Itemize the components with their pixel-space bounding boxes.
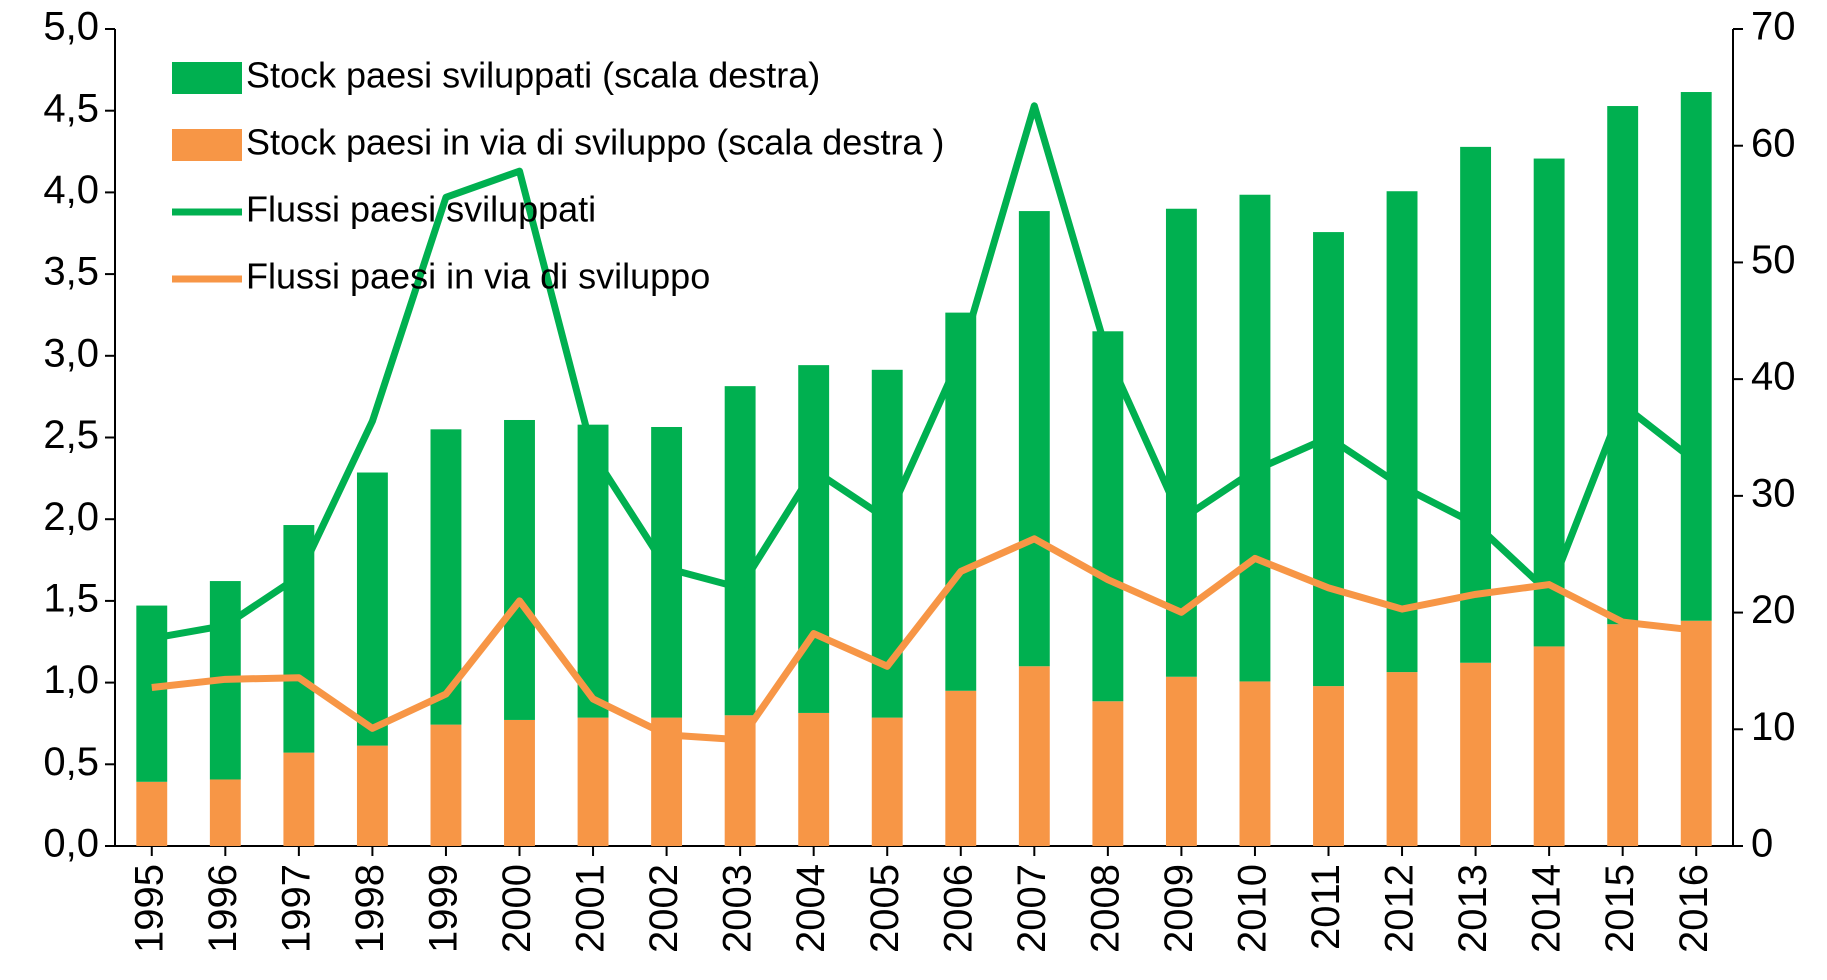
bar xyxy=(1386,191,1418,673)
x-tick-label: 2008 xyxy=(1083,864,1127,953)
bar xyxy=(136,605,168,782)
y-tick-label: 4,5 xyxy=(43,86,99,130)
bar xyxy=(1018,211,1050,667)
x-tick-label: 1997 xyxy=(274,864,318,953)
legend-label: Stock paesi sviluppati (scala destra) xyxy=(246,55,820,96)
bar xyxy=(1680,620,1712,846)
x-tick-label: 2015 xyxy=(1598,864,1642,953)
bar xyxy=(1460,662,1492,846)
bar xyxy=(209,779,241,846)
y2-tick-label: 20 xyxy=(1751,588,1796,632)
bar xyxy=(283,752,315,846)
bar xyxy=(871,717,903,846)
y-tick-label: 0,0 xyxy=(43,822,99,866)
bar xyxy=(1092,331,1124,702)
bar xyxy=(283,525,315,753)
y2-tick-label: 40 xyxy=(1751,355,1796,399)
y2-tick-label: 60 xyxy=(1751,121,1796,165)
bar xyxy=(1533,646,1565,846)
bar xyxy=(504,719,535,846)
x-tick-label: 2013 xyxy=(1451,864,1495,953)
x-tick-label: 2016 xyxy=(1672,864,1716,953)
bar xyxy=(1386,672,1418,846)
bar xyxy=(1313,686,1344,846)
y2-tick-label: 70 xyxy=(1751,5,1796,49)
bar xyxy=(1607,106,1639,625)
y2-tick-label: 0 xyxy=(1751,822,1773,866)
legend-label: Stock paesi in via di sviluppo (scala de… xyxy=(246,122,944,163)
bar xyxy=(1313,232,1344,687)
bar xyxy=(1460,146,1492,663)
bar xyxy=(945,690,977,846)
bar xyxy=(798,365,830,713)
y-tick-label: 0,5 xyxy=(43,740,99,784)
y-tick-label: 3,5 xyxy=(43,250,99,294)
bar xyxy=(1239,194,1271,682)
x-tick-label: 1995 xyxy=(127,864,171,953)
bar xyxy=(945,312,977,691)
legend-swatch xyxy=(172,129,242,161)
x-tick-label: 2010 xyxy=(1231,864,1275,953)
y-tick-label: 1,0 xyxy=(43,658,99,702)
bar xyxy=(136,781,168,846)
line xyxy=(151,102,1699,642)
x-tick-label: 2001 xyxy=(569,864,613,953)
x-tick-label: 2006 xyxy=(936,864,980,953)
y-tick-label: 3,0 xyxy=(43,331,99,375)
x-tick-label: 2003 xyxy=(716,864,760,953)
bar xyxy=(1018,666,1050,846)
bar xyxy=(356,745,388,846)
x-tick-label: 2009 xyxy=(1157,864,1201,953)
bar xyxy=(1680,92,1712,621)
bar xyxy=(1165,676,1197,846)
y2-tick-label: 50 xyxy=(1751,238,1796,282)
line xyxy=(151,535,1697,744)
y-tick-label: 4,0 xyxy=(43,168,99,212)
bar xyxy=(1165,208,1197,677)
x-tick-label: 1996 xyxy=(201,864,245,953)
x-tick-label: 2002 xyxy=(642,864,686,953)
x-tick-label: 2000 xyxy=(495,864,539,953)
y-tick-label: 2,5 xyxy=(43,413,99,457)
bar xyxy=(1092,701,1124,846)
y2-tick-label: 30 xyxy=(1751,471,1796,515)
x-tick-label: 1999 xyxy=(422,864,466,953)
bar xyxy=(1239,681,1271,846)
y-tick-label: 1,5 xyxy=(43,576,99,620)
legend-label: Flussi paesi sviluppati xyxy=(246,189,596,230)
x-tick-label: 2011 xyxy=(1304,864,1348,950)
bar xyxy=(504,419,535,720)
y-tick-label: 2,0 xyxy=(43,495,99,539)
bar xyxy=(1607,624,1639,846)
y-tick-label: 5,0 xyxy=(43,5,99,49)
legend-label: Flussi paesi in via di sviluppo xyxy=(246,256,710,297)
bar xyxy=(356,472,388,746)
x-tick-label: 2007 xyxy=(1010,864,1054,953)
bar xyxy=(798,712,830,846)
x-tick-label: 2012 xyxy=(1378,864,1422,953)
bar xyxy=(430,724,462,846)
y2-tick-label: 10 xyxy=(1751,705,1796,749)
bar xyxy=(724,386,756,716)
x-tick-label: 1998 xyxy=(348,864,392,953)
bar xyxy=(577,717,609,846)
x-tick-label: 2014 xyxy=(1525,864,1569,953)
x-tick-label: 2004 xyxy=(789,864,833,953)
x-tick-label: 2005 xyxy=(863,864,907,953)
legend-swatch xyxy=(172,62,242,94)
